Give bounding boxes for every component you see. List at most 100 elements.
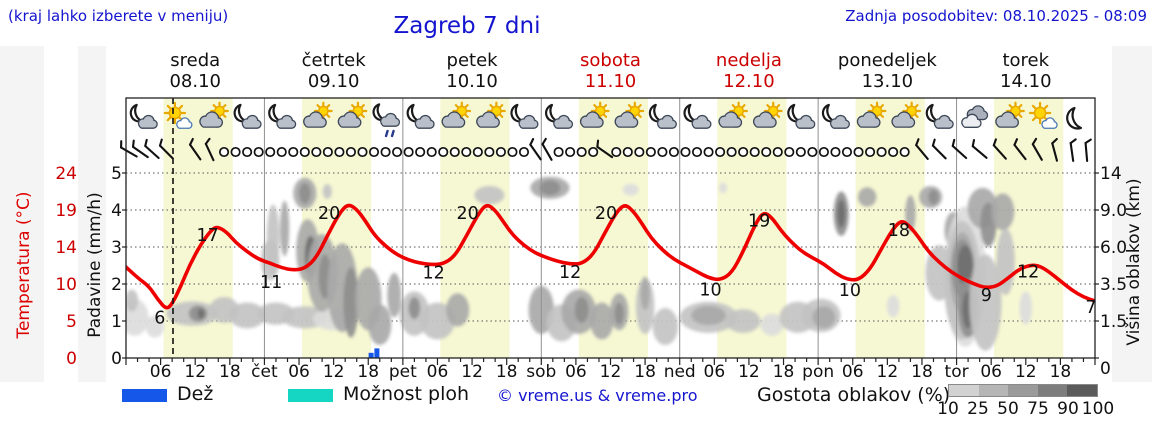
wind-calm-symbol <box>334 146 345 158</box>
wind-barb-symbol <box>951 138 968 160</box>
cloud-blob <box>614 302 624 325</box>
line <box>464 104 469 109</box>
cloud-blob <box>539 180 561 196</box>
wind-calm-symbol <box>841 146 853 158</box>
wind-barb-symbol <box>204 137 215 162</box>
temp-tick-label: 0 <box>66 349 77 369</box>
line <box>593 104 598 109</box>
wind-barb-symbol <box>144 138 160 160</box>
wind-barb-symbol <box>971 139 988 159</box>
sun-glyph <box>163 101 187 125</box>
line <box>144 138 148 148</box>
weather-icon-day-cloud-sun <box>891 101 922 128</box>
wind-calm-symbol <box>242 146 253 158</box>
day-abbr-label: pet <box>389 362 417 382</box>
circle <box>1010 105 1021 117</box>
line <box>158 138 163 147</box>
cloud-blob <box>299 182 311 204</box>
line <box>775 113 781 118</box>
wind-calm-symbol <box>507 146 518 158</box>
temp-value-label: 20 <box>595 204 617 224</box>
circle <box>629 105 641 117</box>
day-name: torek <box>1002 50 1050 71</box>
cloud-glyph <box>656 114 677 129</box>
cloud-blob <box>725 309 761 333</box>
circle <box>214 105 225 117</box>
menu-hint: (kraj lahko izberete v meniju) <box>8 7 229 25</box>
cloud-tick-label: 3.5 <box>1100 275 1127 295</box>
cloud-glyph <box>276 114 297 129</box>
line <box>454 104 460 109</box>
drizzle-mark <box>390 129 395 138</box>
cloud-tick-label: 0 <box>1100 359 1111 379</box>
rect <box>997 121 1015 127</box>
wind-calm-symbol <box>311 146 322 158</box>
cloud-tick-label: 9.0 <box>1100 201 1127 221</box>
circle <box>871 105 883 117</box>
day-header-sobota: sobota 11.10 <box>541 50 679 92</box>
day-date: 08.10 <box>169 71 221 92</box>
wind-calm-symbol <box>565 146 576 158</box>
day-name: ponedeljek <box>837 50 937 71</box>
weather-icon-day-cloud-sun <box>752 101 783 128</box>
wind-barb-symbol <box>931 138 947 160</box>
weather-icon-cloudy <box>961 105 989 128</box>
rect <box>832 123 847 128</box>
cloud-blob <box>969 254 1002 351</box>
day-header-sreda: sreda 08.10 <box>126 50 264 92</box>
line <box>541 143 553 161</box>
cloud-blob <box>691 305 726 326</box>
hour-label: 12 <box>323 362 345 382</box>
rect <box>936 123 950 128</box>
cloud-blob <box>474 185 505 205</box>
wind-calm-symbol <box>230 146 241 158</box>
line <box>1084 141 1089 163</box>
wind-calm-symbol <box>795 146 806 158</box>
weather-icon-night-cloud <box>129 103 158 129</box>
line <box>914 104 919 109</box>
wind-calm-symbol <box>426 146 437 158</box>
weather-icon-day-cloud-sun <box>441 101 472 128</box>
wind-calm-symbol <box>888 146 899 158</box>
circle <box>456 105 468 117</box>
hour-label: 18 <box>1050 362 1072 382</box>
weather-icon-day-cloud-sun <box>303 101 333 128</box>
wind-calm-symbol <box>818 146 829 158</box>
precip-tick-label: 0 <box>111 349 122 369</box>
weather-icon-night-cloud <box>683 103 712 129</box>
temp-value-label: 11 <box>260 273 282 293</box>
temp-value-label: 10 <box>839 281 861 301</box>
cloud-glyph <box>795 114 816 129</box>
cloud-glyph <box>579 111 604 128</box>
weather-icon-night-cloud <box>648 103 677 129</box>
temp-value-label: 17 <box>197 226 219 246</box>
left-margin-strip <box>0 46 44 382</box>
precip-tick-label: 1 <box>111 312 122 332</box>
cloud-glyph <box>614 111 639 128</box>
circle <box>168 106 182 120</box>
wind-barb-symbol <box>992 138 1007 160</box>
wind-calm-symbol <box>368 146 380 158</box>
cloud-glyph <box>718 111 743 128</box>
rect <box>417 123 431 128</box>
wind-calm-symbol <box>634 146 645 158</box>
rect <box>555 123 570 128</box>
line <box>360 104 365 109</box>
line <box>971 145 988 159</box>
cloud-glyph <box>553 114 574 129</box>
temp-value-label: 12 <box>1017 263 1039 283</box>
sun-glyph <box>313 101 333 121</box>
wind-barb-symbol <box>158 138 174 160</box>
moon-glyph <box>1066 106 1083 130</box>
wind-calm-symbol <box>703 146 714 158</box>
line <box>1031 116 1037 122</box>
weather-icon-night-cloud <box>406 103 435 129</box>
precip-tick-label: 2 <box>111 275 122 295</box>
wind-calm-symbol <box>622 146 633 158</box>
cloud-glyph <box>933 114 954 129</box>
cloud-glyph <box>380 112 401 127</box>
wind-calm-symbol <box>288 146 299 158</box>
cloud-glyph <box>441 111 466 128</box>
line <box>904 104 910 109</box>
cloud-tick-label: 14 <box>1100 164 1122 184</box>
